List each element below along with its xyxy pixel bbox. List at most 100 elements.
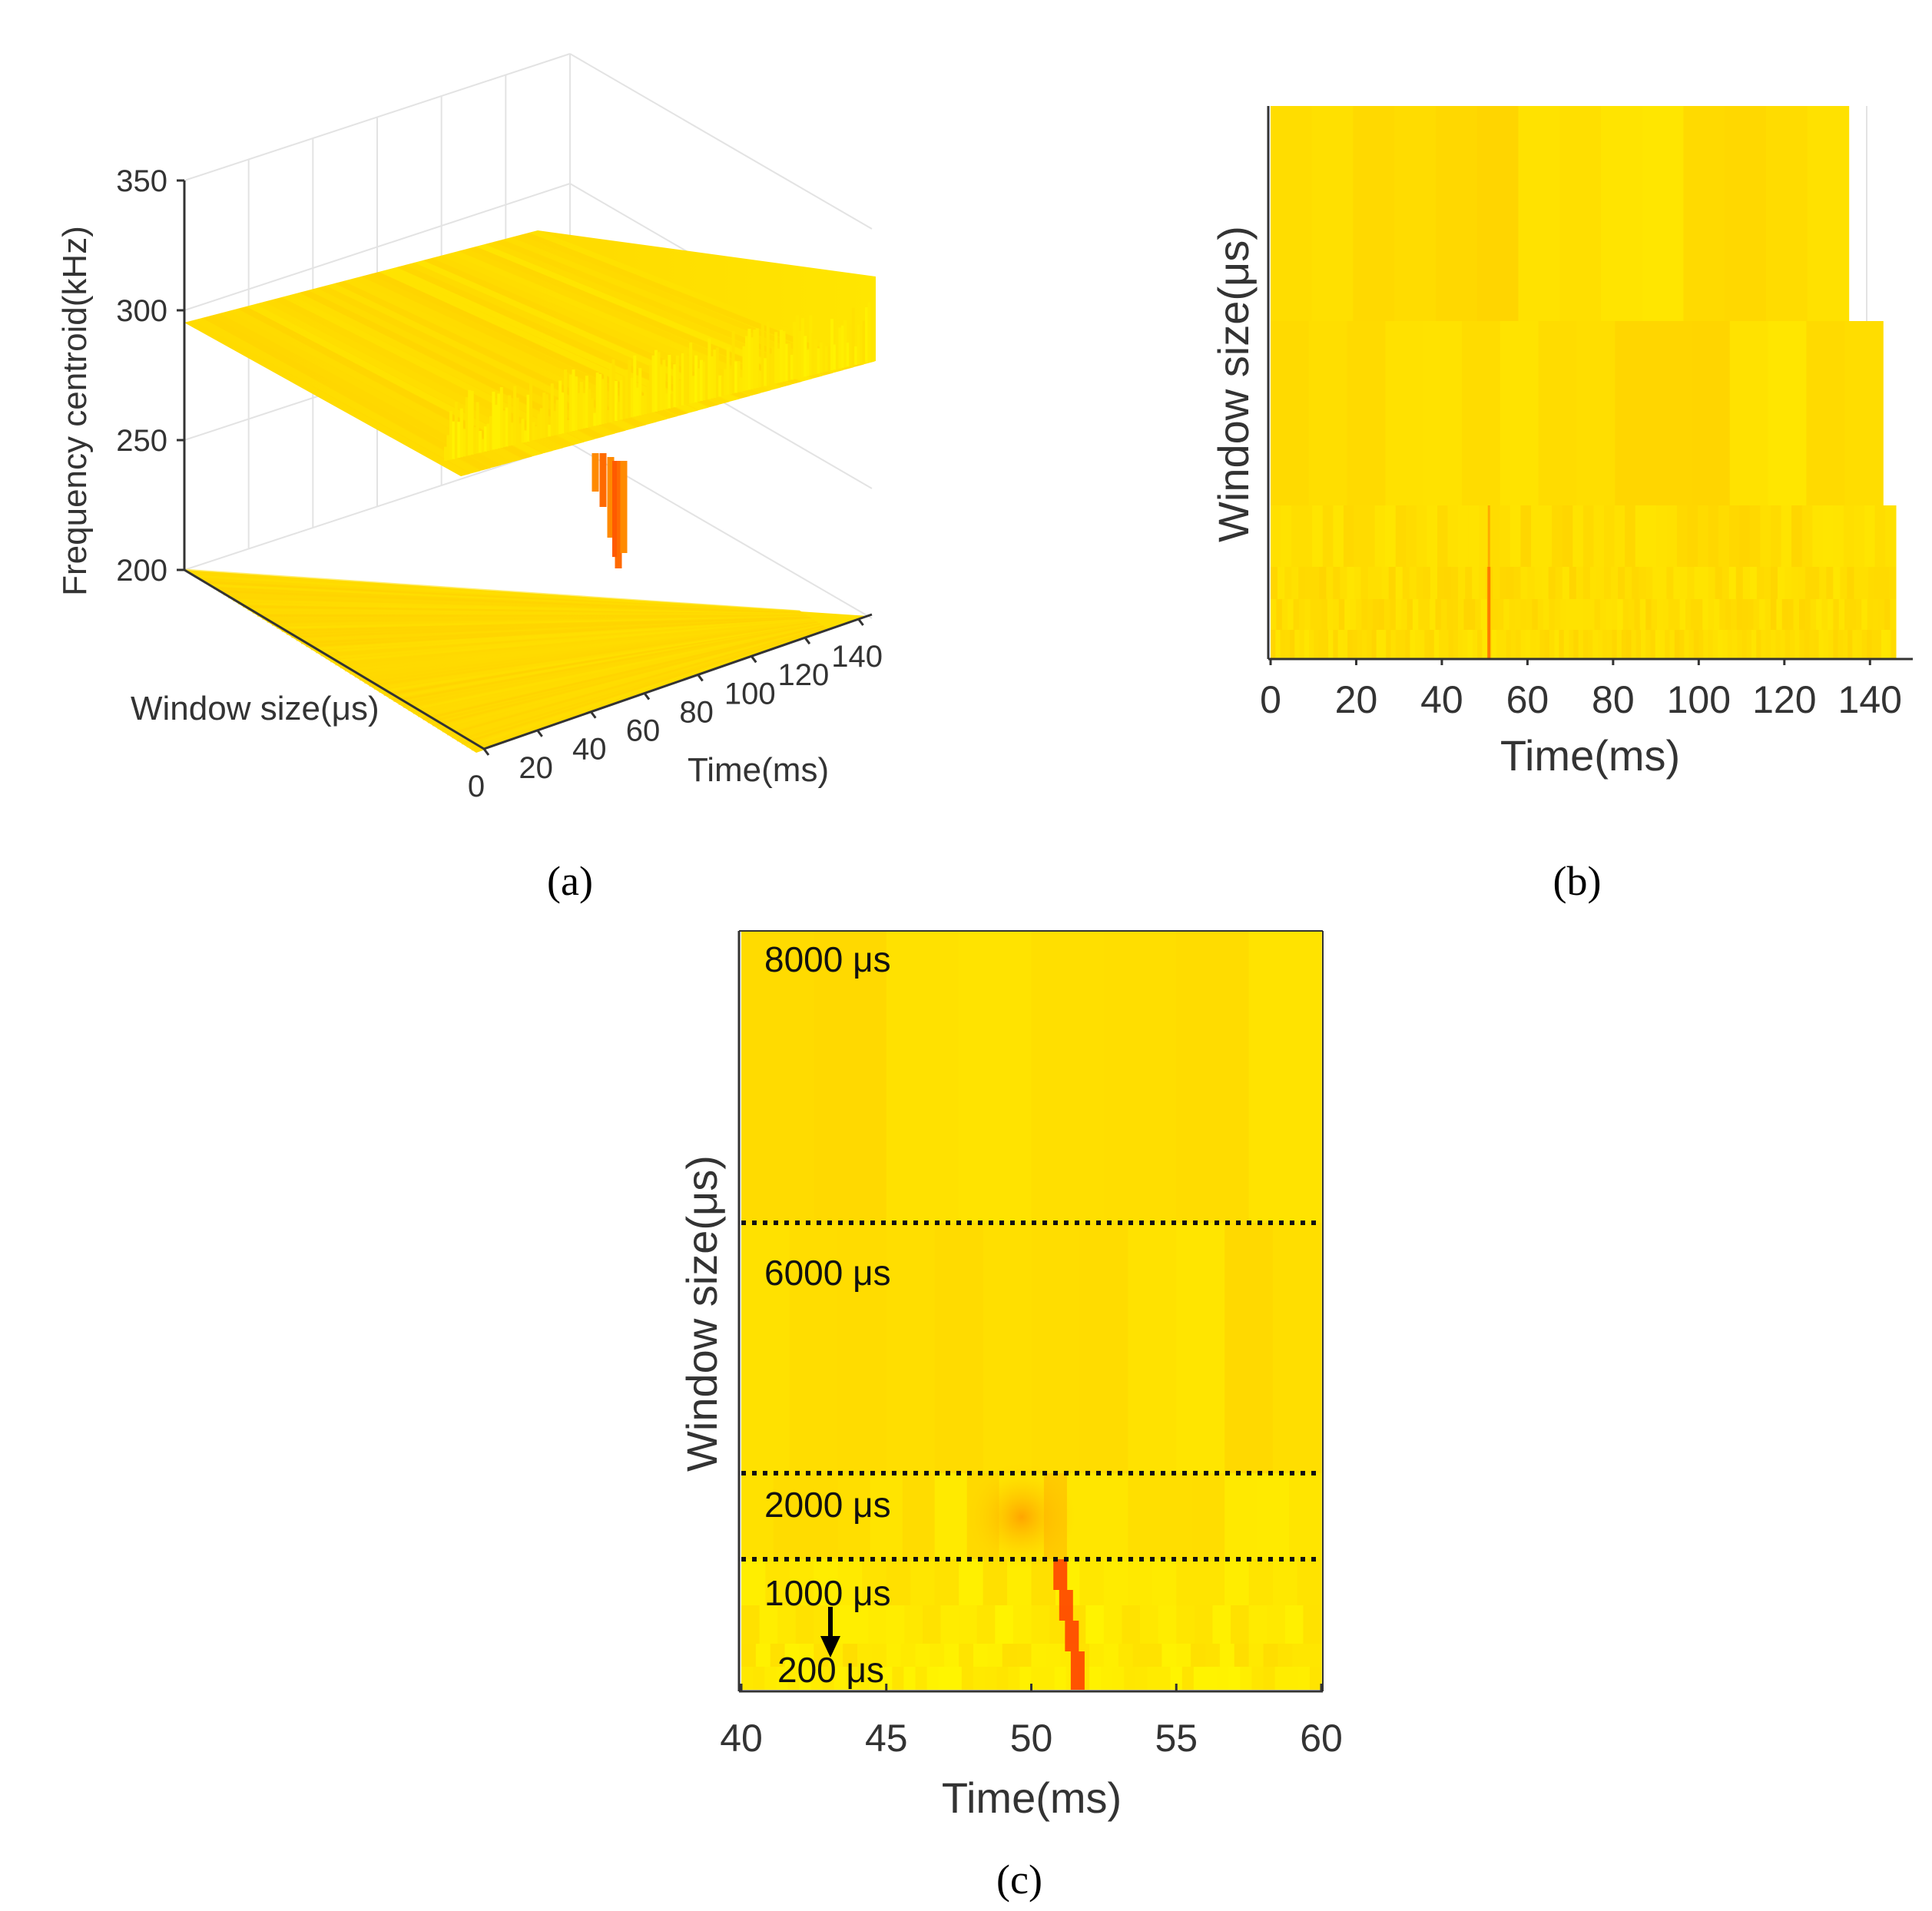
- heatmap-cell: [1698, 505, 1709, 567]
- heatmap-cell: [1031, 1223, 1081, 1473]
- heatmap-cell: [837, 1559, 863, 1605]
- heatmap-cell: [1231, 1605, 1250, 1644]
- heatmap-cell: [1588, 630, 1594, 659]
- heatmap-cell: [1642, 106, 1685, 321]
- heatmap-cell: [1582, 567, 1591, 599]
- heatmap-cell: [1666, 505, 1678, 567]
- heatmap-cell: [1691, 599, 1698, 630]
- heatmap-cell: [1506, 630, 1512, 659]
- heatmap-cell: [1768, 321, 1808, 505]
- heatmap-cell: [1430, 567, 1438, 599]
- heatmap-cell: [1194, 1605, 1214, 1644]
- heatmap-cell: [1333, 567, 1341, 599]
- band-label-1000: 1000 μs: [764, 1573, 891, 1613]
- heatmap-cell: [1785, 630, 1791, 659]
- x-tick-label: 140: [831, 640, 883, 674]
- heatmap-cell: [1854, 567, 1862, 599]
- heatmap-cell: [755, 1644, 771, 1667]
- heatmap-cell: [1770, 567, 1778, 599]
- heatmap-cell: [1374, 567, 1383, 599]
- heatmap-cell: [1089, 1667, 1102, 1690]
- panel-c-x-ticks: 40 45 50 55 60: [720, 1684, 1343, 1760]
- heatmap-cell: [944, 1644, 959, 1667]
- heatmap-cell: [1554, 599, 1562, 630]
- heatmap-cell: [857, 1667, 870, 1690]
- panel-b-heatmap: 0 20 40 60 80 100 120 140 Time(ms) Window size(…: [1209, 106, 1913, 904]
- heatmap-cell: [1310, 599, 1317, 630]
- heatmap-cell: [1416, 505, 1428, 567]
- heatmap-cell: [1532, 599, 1539, 630]
- x-tick-label: 0: [468, 770, 485, 803]
- heatmap-cell: [1674, 630, 1680, 659]
- heatmap-cell: [1503, 599, 1510, 630]
- heatmap-cell: [1287, 599, 1294, 630]
- heatmap-cell: [1602, 630, 1608, 659]
- heatmap-cell: [1712, 630, 1718, 659]
- heatmap-cell: [1861, 599, 1868, 630]
- heatmap-cell: [1176, 1605, 1195, 1644]
- heatmap-cell: [1298, 599, 1306, 630]
- heatmap-cell: [1031, 1667, 1044, 1690]
- heatmap-cell: [1560, 599, 1567, 630]
- heatmap-cell: [741, 1644, 757, 1667]
- heatmap-cell: [1728, 567, 1737, 599]
- heatmap-cell: [1437, 567, 1445, 599]
- heatmap-cell: [961, 1667, 974, 1690]
- heatmap-cell: [1775, 630, 1781, 659]
- heatmap-cell: [789, 1223, 839, 1473]
- heatmap-cell: [1492, 599, 1499, 630]
- heatmap-cell: [1395, 630, 1401, 659]
- heatmap-cell: [1293, 599, 1300, 630]
- heatmap-cell: [1867, 599, 1874, 630]
- heatmap-cell: [1537, 599, 1544, 630]
- heatmap-cell: [1873, 599, 1880, 630]
- heatmap-cell: [1645, 599, 1652, 630]
- heatmap-cell: [1263, 1644, 1279, 1667]
- heatmap-cell: [1788, 599, 1794, 630]
- heatmap-cell: [1205, 1644, 1221, 1667]
- heatmap-cell: [869, 1667, 881, 1690]
- heatmap-cell: [1541, 505, 1553, 567]
- heatmap-cell: [1867, 630, 1873, 659]
- heatmap-cell: [1891, 630, 1897, 659]
- heatmap-cell: [1311, 106, 1354, 321]
- heatmap-cell: [930, 1644, 946, 1667]
- heatmap-cell: [1725, 106, 1767, 321]
- heatmap-cell: [1016, 1644, 1032, 1667]
- heatmap-cell: [1410, 630, 1416, 659]
- heatmap-cell: [1314, 630, 1320, 659]
- heatmap-cell: [1597, 630, 1603, 659]
- heatmap-cell: [1497, 599, 1505, 630]
- event-mark: [1053, 1559, 1068, 1590]
- heatmap-cell: [1326, 567, 1334, 599]
- heatmap-cell: [1321, 599, 1328, 630]
- heatmap-cell: [1616, 630, 1622, 659]
- heatmap-cell: [1833, 505, 1844, 567]
- x-tick-label: 40: [720, 1717, 763, 1760]
- heatmap-cell: [1176, 1223, 1225, 1473]
- x-tick-label: 80: [679, 695, 714, 729]
- heatmap-cell: [922, 1605, 942, 1644]
- heatmap-cell: [1271, 599, 1278, 630]
- heatmap-cell: [1423, 321, 1463, 505]
- x-tick: [643, 692, 651, 700]
- heatmap-cell: [985, 1667, 997, 1690]
- heatmap-cell: [1290, 630, 1296, 659]
- heatmap-cell: [1844, 599, 1851, 630]
- surface-strip: [316, 286, 626, 433]
- heatmap-cell: [1823, 630, 1829, 659]
- heatmap-cell: [934, 1223, 984, 1473]
- heatmap-cell: [1751, 630, 1757, 659]
- heatmap-cell: [805, 1473, 839, 1559]
- panel-a-x-axis-label: Time(ms): [688, 751, 829, 789]
- heatmap-cell: [1655, 505, 1668, 567]
- panel-a-lower-surface-texture: [184, 568, 829, 751]
- heatmap-cell: [1257, 1473, 1290, 1559]
- z-tick-label: 300: [116, 294, 167, 328]
- heatmap-cell: [1804, 630, 1810, 659]
- heatmap-cell: [1079, 1559, 1105, 1605]
- heatmap-cell: [1385, 505, 1397, 567]
- surface-strip: [193, 318, 481, 474]
- heatmap-cell: [973, 1667, 986, 1690]
- grid-line: [184, 183, 571, 311]
